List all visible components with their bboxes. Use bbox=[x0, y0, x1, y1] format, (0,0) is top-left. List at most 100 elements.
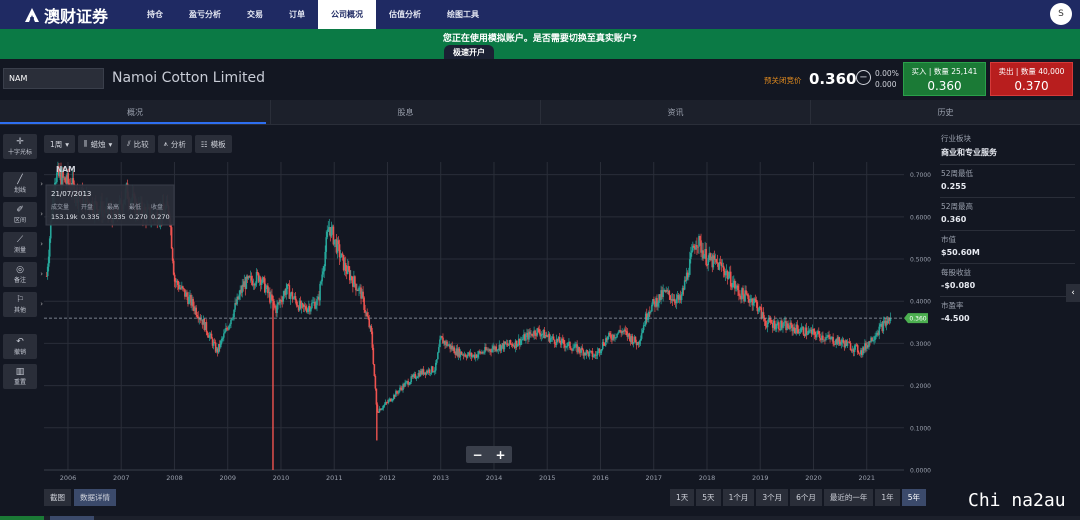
zoom-out-button[interactable]: − bbox=[472, 447, 483, 462]
compare-button[interactable]: ⫽ 比较 bbox=[121, 135, 155, 153]
candle-body bbox=[495, 346, 498, 351]
candle-body bbox=[205, 322, 208, 333]
user-avatar[interactable]: S bbox=[1050, 3, 1072, 25]
candle-body bbox=[221, 337, 224, 339]
tool-crosshair[interactable]: ✛ 十字光标 bbox=[3, 134, 37, 159]
candle-body bbox=[641, 330, 644, 334]
tool-measure[interactable]: ⟋ 测量 › bbox=[3, 232, 43, 257]
candle-body bbox=[870, 337, 872, 343]
tool-range[interactable]: ✐ 区间 › bbox=[3, 202, 43, 227]
info-value: -4.500 bbox=[941, 314, 970, 323]
candle-body bbox=[323, 266, 325, 272]
interval-select[interactable]: 1周 ▾ bbox=[44, 135, 76, 153]
candle-body bbox=[548, 333, 551, 343]
candle-body bbox=[506, 343, 509, 346]
candle-body bbox=[585, 350, 588, 356]
info-value: 0.255 bbox=[941, 182, 967, 191]
template-button[interactable]: ☷ 模板 bbox=[194, 135, 232, 153]
candle-body bbox=[328, 227, 331, 230]
candle-body bbox=[886, 320, 889, 324]
chart-type-select[interactable]: ⫼ 蜡烛 ▾ bbox=[78, 135, 119, 153]
tool-line[interactable]: ╱ 划线 › bbox=[3, 172, 43, 197]
range-1m[interactable]: 1个月 bbox=[722, 489, 755, 506]
chevron-right-icon[interactable]: › bbox=[40, 210, 43, 218]
nav-item-holdings[interactable]: 持仓 bbox=[147, 10, 163, 19]
candle-body bbox=[873, 339, 875, 341]
candle-body bbox=[667, 290, 670, 292]
trash-icon: ▥ bbox=[15, 367, 25, 377]
tab-overview[interactable]: 概况 bbox=[0, 100, 270, 124]
nav-item-company[interactable]: 公司概况 bbox=[318, 0, 376, 29]
range-6m[interactable]: 6个月 bbox=[790, 489, 822, 506]
candle-body bbox=[761, 312, 764, 319]
range-5y[interactable]: 5年 bbox=[901, 489, 926, 506]
chevron-right-icon[interactable]: › bbox=[40, 270, 43, 278]
candle-body bbox=[596, 351, 599, 356]
nav-item-drawing[interactable]: 绘图工具 bbox=[447, 10, 479, 19]
candle-body bbox=[202, 318, 205, 325]
candle-body bbox=[407, 381, 409, 385]
candle-body bbox=[367, 316, 370, 320]
candle-body bbox=[400, 387, 402, 389]
candle-body bbox=[607, 336, 609, 341]
tab-dividends[interactable]: 股息 bbox=[270, 100, 540, 124]
range-3m[interactable]: 3个月 bbox=[756, 489, 789, 506]
range-latest-year[interactable]: 最近的一年 bbox=[823, 489, 874, 506]
undo-icon: ↶ bbox=[16, 337, 24, 347]
candle-body bbox=[378, 408, 381, 413]
candle-body bbox=[483, 352, 485, 354]
sell-button[interactable]: 卖出 | 数量 40,000 0.370 bbox=[990, 62, 1073, 96]
candle-body bbox=[583, 352, 586, 356]
tab-history[interactable]: 历史 bbox=[810, 100, 1080, 124]
candle-body bbox=[769, 319, 772, 323]
nav-item-trade[interactable]: 交易 bbox=[247, 10, 263, 19]
candle-body bbox=[671, 299, 674, 301]
range-5d[interactable]: 5天 bbox=[696, 489, 721, 506]
candle-body bbox=[195, 307, 197, 316]
analysis-button[interactable]: ⩚ 分析 bbox=[157, 135, 192, 153]
nav-item-pnl[interactable]: 盈亏分析 bbox=[189, 10, 221, 19]
tool-reset[interactable]: ▥ 重置 bbox=[3, 364, 37, 389]
candle-body bbox=[773, 320, 776, 330]
buy-button[interactable]: 买入 | 数量 25,141 0.360 bbox=[903, 62, 986, 96]
chevron-right-icon[interactable]: › bbox=[40, 240, 43, 248]
brand-logo[interactable]: 澳财证券 bbox=[24, 3, 134, 27]
chevron-right-icon[interactable]: › bbox=[40, 180, 43, 188]
candlestick-chart-svg[interactable]: 0.0000 0.1000 0.2000 0.3000 0.4000 0.5000 0.60… bbox=[44, 158, 935, 484]
tool-note[interactable]: ◎ 备注 › bbox=[3, 262, 43, 287]
price-chart[interactable]: 0.0000 0.1000 0.2000 0.3000 0.4000 0.5000 0.60… bbox=[44, 158, 935, 484]
candle-body bbox=[489, 349, 491, 352]
chart-type-label: 蜡烛 bbox=[90, 139, 106, 149]
ohlc-tooltip-value: 153.19k bbox=[51, 213, 78, 221]
candle-body bbox=[430, 366, 433, 373]
tool-undo[interactable]: ↶ 撤销 bbox=[3, 334, 37, 359]
candle-body bbox=[332, 226, 335, 245]
data-details-button[interactable]: 数据详情 bbox=[74, 489, 116, 506]
candle-body bbox=[389, 398, 392, 402]
candle-body bbox=[492, 346, 494, 349]
candle-body bbox=[225, 328, 227, 332]
candle-body bbox=[637, 342, 640, 345]
nav-item-orders[interactable]: 订单 bbox=[289, 10, 305, 19]
chevron-left-icon: ‹ bbox=[1071, 288, 1075, 298]
candle-body bbox=[412, 375, 415, 378]
candle-body bbox=[227, 328, 229, 330]
open-account-button[interactable]: 极速开户 bbox=[444, 45, 494, 60]
chevron-right-icon[interactable]: › bbox=[40, 300, 43, 308]
tab-news[interactable]: 资讯 bbox=[540, 100, 810, 124]
candle-body bbox=[630, 336, 633, 342]
range-1y[interactable]: 1年 bbox=[875, 489, 900, 506]
zoom-in-button[interactable]: + bbox=[495, 447, 506, 462]
candle-body bbox=[762, 312, 765, 319]
screenshot-button[interactable]: 截图 bbox=[44, 489, 71, 506]
range-1d[interactable]: 1天 bbox=[670, 489, 695, 506]
candle-body bbox=[610, 334, 612, 339]
nav-item-valuation[interactable]: 估值分析 bbox=[389, 10, 421, 19]
tool-other[interactable]: ⚐ 其他 › bbox=[3, 292, 43, 317]
candle-body bbox=[509, 340, 512, 345]
candle-body bbox=[408, 384, 410, 385]
ticker-search-input[interactable]: NAM bbox=[3, 68, 104, 89]
panel-collapse-button[interactable]: ‹ bbox=[1066, 284, 1080, 302]
candle-body bbox=[60, 172, 62, 188]
chevron-down-icon: ▾ bbox=[65, 139, 70, 149]
